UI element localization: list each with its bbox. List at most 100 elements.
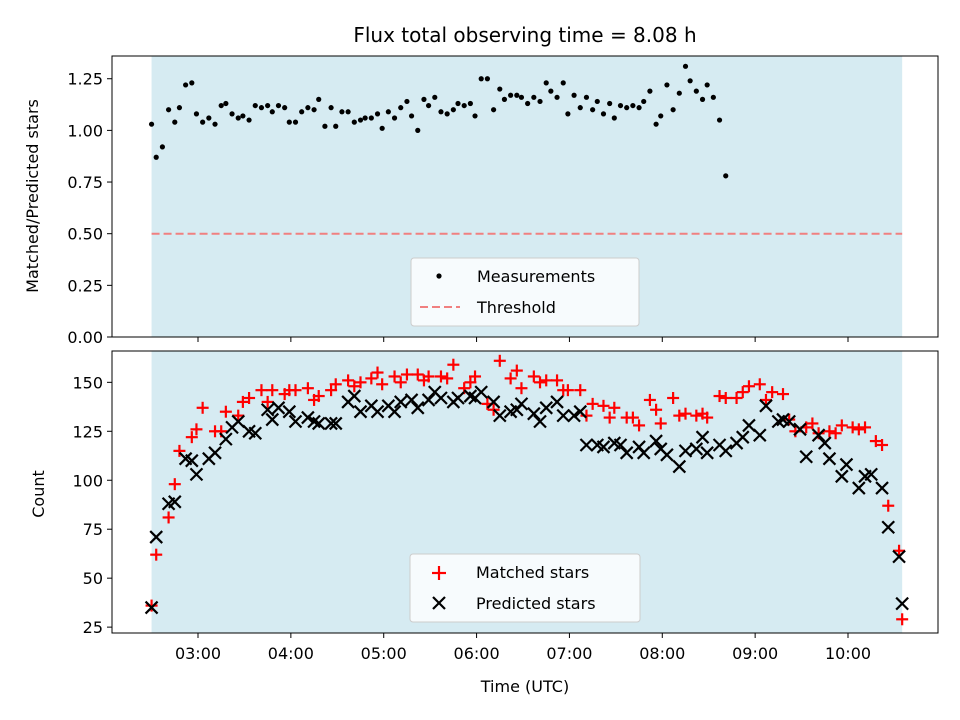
matched-star-point	[608, 401, 621, 414]
measurement-point	[292, 119, 299, 125]
measurement-point	[710, 94, 716, 100]
predicted-star-point	[288, 414, 303, 429]
measurement-point	[269, 109, 275, 115]
measurement-point	[183, 82, 189, 88]
legend-measurements-label: Measurements	[477, 267, 595, 286]
measurement-point	[311, 107, 317, 113]
measurement-point	[379, 125, 385, 131]
matched-star-point	[312, 390, 325, 403]
matched-star-point	[551, 374, 564, 387]
measurement-point	[548, 88, 554, 94]
measurement-point	[189, 80, 195, 86]
matched-star-point	[759, 393, 772, 406]
predicted-star-point	[811, 428, 826, 442]
legend-matched-marker	[432, 566, 446, 580]
measurement-point	[484, 76, 491, 82]
measurement-point	[514, 92, 520, 98]
predicted-star-point	[579, 438, 594, 452]
measurement-point	[153, 154, 159, 160]
predicted-star-point	[324, 416, 338, 431]
legend-threshold-label: Threshold	[476, 298, 556, 317]
matched-star-point	[219, 405, 232, 418]
measurement-point	[345, 109, 351, 115]
predicted-star-point	[185, 453, 199, 468]
matched-star-point	[766, 386, 779, 399]
predicted-star-point	[759, 399, 773, 413]
measurement-point	[415, 127, 421, 133]
predicted-star-point	[514, 397, 529, 411]
predicted-star-point	[700, 446, 714, 460]
matched-star-point	[690, 409, 703, 422]
matched-star-point	[643, 393, 656, 406]
measurement-point	[206, 115, 212, 121]
measurement-point	[478, 76, 484, 82]
matched-star-point	[400, 368, 413, 381]
measurement-point	[525, 100, 531, 107]
predicted-star-point	[649, 434, 663, 448]
measurement-point	[328, 105, 334, 111]
predicted-star-point	[265, 412, 280, 427]
predicted-star-point	[875, 481, 889, 495]
matched-star-point	[173, 444, 186, 457]
predicted-star-point	[799, 449, 813, 464]
predicted-star-point	[353, 404, 368, 419]
measurement-point	[565, 111, 571, 117]
measurement-point	[432, 94, 438, 100]
predicted-star-point	[370, 404, 385, 419]
measurement-point	[240, 113, 246, 119]
matched-star-point	[354, 376, 367, 389]
measurement-point	[351, 119, 357, 125]
matched-star-point	[597, 399, 610, 412]
predicted-star-point	[474, 385, 488, 399]
measurement-point	[286, 119, 292, 125]
measurement-point	[653, 121, 659, 127]
matched-star-point	[348, 380, 361, 393]
measurement-point	[531, 94, 537, 100]
measurement-point	[624, 105, 630, 111]
measurement-point	[617, 102, 624, 109]
top-y-tick-label: 0.00	[67, 328, 103, 347]
matched-star-point	[876, 439, 889, 451]
bottom-x-tick-label: 10:00	[825, 644, 871, 663]
matched-star-point	[527, 370, 540, 383]
predicted-star-point	[573, 404, 588, 419]
matched-star-point	[150, 548, 163, 561]
measurement-point	[636, 105, 642, 111]
measurement-point	[339, 109, 345, 115]
matched-star-point	[365, 372, 378, 385]
measurement-point	[676, 90, 682, 96]
measurement-point	[421, 96, 427, 102]
predicted-star-point	[660, 448, 674, 462]
matched-star-point	[376, 378, 389, 391]
bottom-panel: 25 50 75 100 125 150 03:00 04:00 05:00 06:00 07:0…	[29, 350, 939, 696]
measurement-point	[374, 111, 381, 117]
measurement-point	[282, 105, 288, 111]
predicted-star-point	[718, 444, 733, 458]
matched-star-point	[783, 413, 796, 426]
top-y-tick-label: 0.75	[67, 173, 103, 192]
predicted-star-point	[434, 391, 448, 405]
measurement-point	[716, 117, 723, 123]
bottom-legend-box	[409, 553, 641, 623]
matched-star-point	[388, 370, 401, 383]
predicted-star-point	[219, 432, 233, 446]
bottom-x-tick-label: 06:00	[454, 644, 500, 663]
predicted-star-point	[742, 418, 756, 433]
measurement-point	[398, 105, 404, 111]
predicted-star-point	[328, 416, 343, 431]
bottom-x-label: Time (UTC)	[480, 677, 569, 696]
measurement-point	[501, 96, 508, 102]
predicted-star-point	[387, 404, 402, 419]
measurement-point	[583, 94, 590, 100]
measurement-point	[265, 102, 271, 109]
measurement-point	[368, 115, 374, 121]
measurement-point	[658, 113, 664, 119]
matched-star-point	[859, 421, 872, 434]
matched-star-point	[301, 382, 314, 395]
matched-star-point	[515, 382, 528, 395]
matched-star-point	[835, 419, 848, 432]
measurement-point	[223, 100, 229, 107]
measurement-point	[490, 107, 497, 113]
measurement-point	[590, 107, 596, 113]
predicted-star-point	[301, 410, 315, 425]
